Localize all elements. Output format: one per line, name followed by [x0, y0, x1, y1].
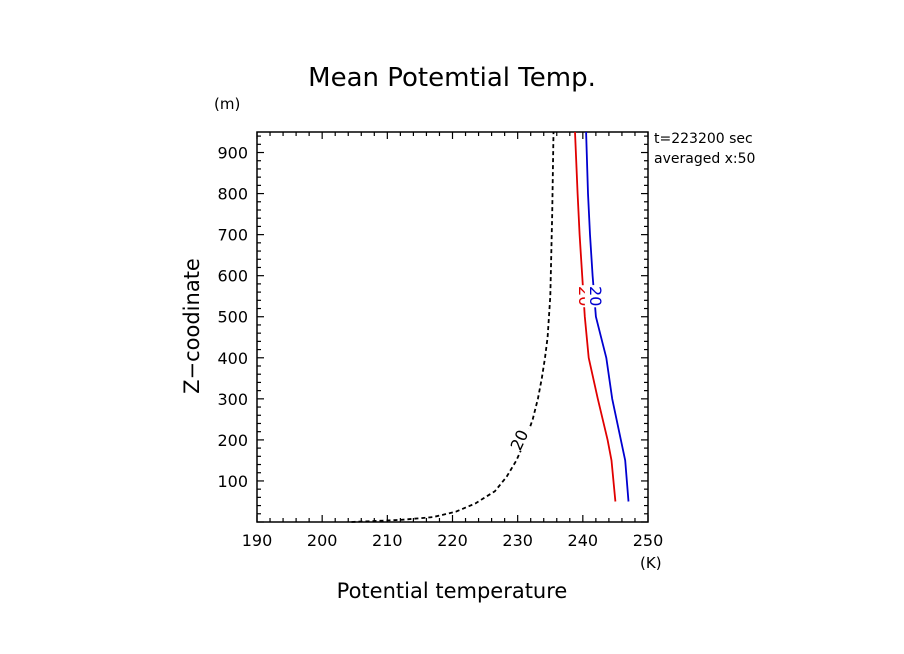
y-tick-label: 200 — [217, 431, 248, 450]
x-tick-label: 190 — [242, 531, 273, 550]
y-tick-label: 300 — [217, 390, 248, 409]
plot-frame — [256, 131, 649, 523]
series-line-0 — [351, 131, 555, 523]
series-line-2 — [585, 131, 630, 502]
y-tick-label: 800 — [217, 185, 248, 204]
x-tick-label: 220 — [437, 531, 468, 550]
series-line-1 — [574, 131, 617, 502]
contour-label-bg — [584, 285, 607, 308]
y-tick-label: 900 — [217, 144, 248, 163]
y-tick-label: 600 — [217, 267, 248, 286]
x-tick-label: 210 — [372, 531, 403, 550]
x-tick-label: 200 — [307, 531, 338, 550]
y-axis-label: Z−coodinate — [180, 258, 204, 394]
x-tick-label: 250 — [633, 531, 664, 550]
x-tick-label: 230 — [502, 531, 533, 550]
y-tick-label: 400 — [217, 349, 248, 368]
y-tick-label: 100 — [217, 472, 248, 491]
y-unit-label: (m) — [214, 95, 240, 113]
info-averaged: averaged x:50 — [654, 151, 755, 167]
contour-label-bg — [507, 428, 530, 451]
y-tick-label: 500 — [217, 308, 248, 327]
contour-label-2: 20 — [586, 286, 605, 306]
chart-title: Mean Potemtial Temp. — [308, 63, 596, 93]
x-axis-label: Potential temperature — [337, 579, 568, 603]
y-tick-label: 700 — [217, 226, 248, 245]
x-unit-label: (K) — [640, 554, 662, 572]
info-time: t=223200 sec — [654, 131, 753, 147]
x-tick-label: 240 — [568, 531, 599, 550]
